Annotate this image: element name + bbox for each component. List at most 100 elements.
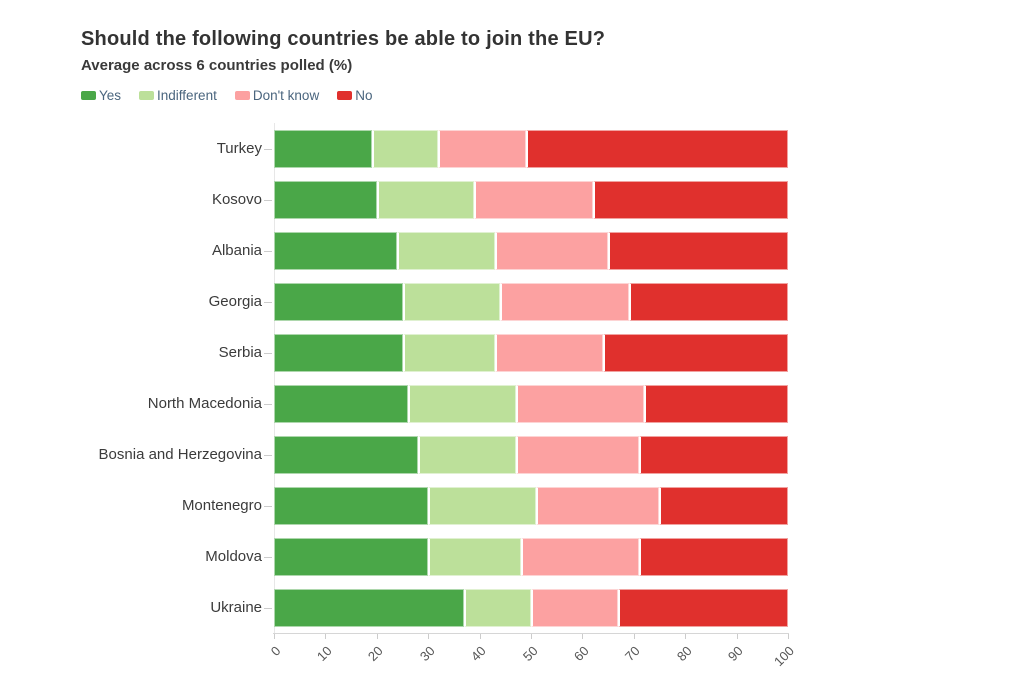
bar-row-moldova	[274, 537, 788, 576]
bar-segment-don-t-know-albania[interactable]	[495, 231, 609, 270]
bar-row-turkey	[274, 129, 788, 168]
bar-row-montenegro	[274, 486, 788, 525]
x-tick-mark	[531, 634, 532, 639]
category-tick	[264, 148, 272, 150]
x-tick-label: 0	[267, 643, 284, 659]
bar-segment-no-ukraine[interactable]	[618, 588, 788, 627]
legend-item-indifferent[interactable]: Indifferent	[139, 88, 217, 103]
category-label-moldova: Moldova	[205, 547, 262, 565]
bar-segment-indifferent-bosnia-and-herzegovina[interactable]	[417, 435, 516, 474]
bar-row-albania	[274, 231, 788, 270]
bar-segment-yes-ukraine[interactable]	[274, 588, 465, 627]
x-tick-label: 80	[673, 643, 695, 665]
category-label-ukraine: Ukraine	[210, 598, 262, 616]
category-label-turkey: Turkey	[216, 139, 262, 157]
bar-row-ukraine	[274, 588, 788, 627]
x-tick-mark	[325, 634, 327, 639]
bar-segment-don-t-know-montenegro[interactable]	[536, 486, 660, 525]
bar-segment-don-t-know-serbia[interactable]	[495, 333, 603, 372]
x-tick-mark	[274, 634, 275, 639]
x-tick-mark	[685, 634, 687, 639]
category-tick	[264, 199, 272, 201]
bar-segment-yes-montenegro[interactable]	[274, 486, 429, 525]
bar-segment-don-t-know-turkey[interactable]	[438, 129, 526, 168]
bar-segment-don-t-know-north-macedonia[interactable]	[515, 384, 645, 423]
x-tick-label: 10	[313, 643, 335, 665]
zero-gridline	[274, 123, 275, 633]
category-label-montenegro: Montenegro	[181, 496, 262, 514]
bar-row-serbia	[274, 333, 788, 372]
category-label-bosnia-and-herzegovina: Bosnia and Herzegovina	[98, 445, 262, 463]
x-tick-mark	[788, 634, 789, 639]
bar-segment-indifferent-serbia[interactable]	[402, 333, 496, 372]
x-tick-mark	[376, 634, 378, 639]
plot-area	[274, 123, 788, 633]
bar-segment-no-montenegro[interactable]	[659, 486, 788, 525]
bar-segment-don-t-know-georgia[interactable]	[500, 282, 629, 321]
bar-segment-don-t-know-ukraine[interactable]	[530, 588, 619, 627]
x-tick-label: 90	[725, 643, 746, 665]
bar-segment-yes-bosnia-and-herzegovina[interactable]	[274, 435, 418, 474]
bar-segment-indifferent-albania[interactable]	[397, 231, 496, 270]
bar-segment-indifferent-ukraine[interactable]	[464, 588, 531, 627]
legend-label: No	[355, 88, 373, 103]
x-axis-line	[273, 633, 789, 634]
bar-segment-no-kosovo[interactable]	[592, 180, 788, 219]
bar-segment-no-moldova[interactable]	[638, 537, 788, 576]
bar-segment-no-north-macedonia[interactable]	[644, 384, 788, 423]
bar-segment-don-t-know-kosovo[interactable]	[474, 180, 593, 219]
bar-segment-no-turkey[interactable]	[525, 129, 788, 168]
x-tick-label: 100	[771, 643, 798, 670]
bar-row-bosnia-and-herzegovina	[274, 435, 788, 474]
legend-item-yes[interactable]: Yes	[81, 88, 121, 103]
bar-segment-indifferent-turkey[interactable]	[371, 129, 439, 168]
bar-segment-yes-georgia[interactable]	[274, 282, 403, 321]
chart-title: Should the following countries be able t…	[81, 28, 606, 50]
legend-label: Yes	[99, 88, 122, 103]
category-label-albania: Albania	[211, 241, 262, 259]
x-tick-mark	[736, 634, 738, 639]
bar-segment-indifferent-north-macedonia[interactable]	[407, 384, 516, 423]
x-tick-label: 50	[519, 643, 541, 665]
legend-label: Indifferent	[157, 88, 217, 103]
x-tick-mark	[582, 634, 584, 639]
category-tick	[264, 352, 272, 354]
bar-segment-yes-moldova[interactable]	[274, 537, 429, 576]
x-tick-mark	[428, 634, 430, 639]
x-tick-label: 40	[468, 643, 489, 665]
legend-swatch-no	[337, 91, 353, 100]
category-label-kosovo: Kosovo	[211, 190, 262, 208]
legend-item-don-t-know[interactable]: Don't know	[234, 88, 320, 103]
legend-item-no[interactable]: No	[337, 88, 372, 103]
bar-segment-no-georgia[interactable]	[628, 282, 788, 321]
bar-segment-no-serbia[interactable]	[602, 333, 788, 372]
legend-label: Don't know	[252, 88, 320, 103]
bar-segment-indifferent-moldova[interactable]	[428, 537, 521, 576]
bar-row-georgia	[274, 282, 788, 321]
category-tick	[264, 454, 272, 456]
category-tick	[264, 607, 272, 609]
bar-segment-no-bosnia-and-herzegovina[interactable]	[638, 435, 788, 474]
bar-segment-yes-kosovo[interactable]	[274, 180, 377, 219]
bar-segment-don-t-know-bosnia-and-herzegovina[interactable]	[515, 435, 639, 474]
bar-segment-don-t-know-moldova[interactable]	[520, 537, 639, 576]
bar-segment-yes-albania[interactable]	[274, 231, 398, 270]
category-tick	[264, 250, 272, 252]
category-tick	[264, 403, 272, 405]
category-tick	[264, 556, 272, 558]
bar-segment-indifferent-georgia[interactable]	[402, 282, 501, 321]
x-tick-label: 20	[365, 643, 387, 665]
bar-segment-no-albania[interactable]	[608, 231, 788, 270]
category-tick	[264, 301, 272, 303]
bar-segment-indifferent-montenegro[interactable]	[428, 486, 537, 525]
category-label-serbia: Serbia	[218, 343, 262, 361]
chart-legend: Yes Indifferent Don't know No	[81, 88, 372, 103]
category-label-north-macedonia: North Macedonia	[147, 394, 262, 412]
x-tick-label: 30	[416, 643, 438, 665]
category-label-georgia: Georgia	[208, 292, 262, 310]
x-tick-label: 70	[622, 643, 644, 665]
bar-segment-yes-serbia[interactable]	[274, 333, 403, 372]
bar-segment-yes-turkey[interactable]	[274, 129, 372, 168]
bar-segment-indifferent-kosovo[interactable]	[376, 180, 475, 219]
bar-segment-yes-north-macedonia[interactable]	[274, 384, 408, 423]
